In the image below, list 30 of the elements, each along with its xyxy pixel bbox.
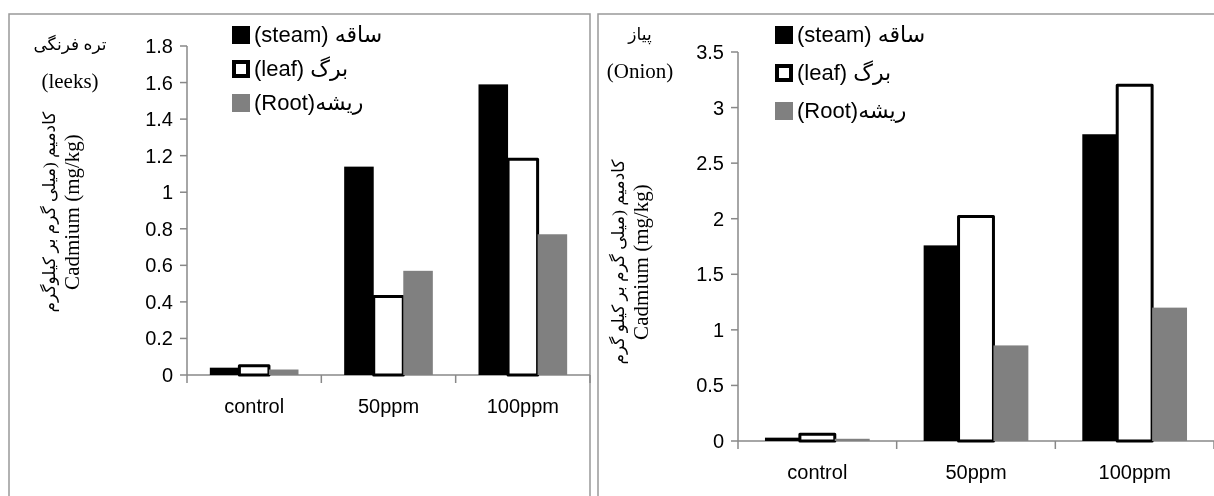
y-tick-label: 3.5	[696, 41, 724, 63]
y-tick-label: 0.4	[145, 290, 173, 313]
x-tick-label: control	[224, 395, 285, 417]
legend-label: (steam) ساقه	[797, 22, 926, 47]
y-tick-label: 1.4	[145, 108, 173, 131]
legend-label: (leaf) برگ	[797, 60, 892, 85]
y-tick-label: 0.8	[145, 217, 173, 240]
y-tick-label: 1	[161, 181, 173, 204]
y-tick-label: 1.2	[145, 144, 173, 167]
y-tick-label: 1	[712, 318, 724, 341]
y-tick-label: 0	[161, 364, 173, 386]
y-tick-label: 0.5	[696, 374, 724, 397]
x-tick-label: 100ppm	[1098, 461, 1171, 483]
y-tick-label: 0	[712, 430, 724, 452]
y-tick-label: 3	[712, 96, 724, 119]
x-tick-label: 50ppm	[357, 395, 420, 417]
legend-label: (Root)ریشه	[254, 90, 364, 115]
y-tick-label: 2	[712, 207, 724, 230]
y-tick-label: 2.5	[696, 152, 724, 175]
x-tick-label: 50ppm	[945, 461, 1007, 483]
legend-label: (leaf) برگ	[254, 56, 349, 81]
y-tick-label: 1.8	[145, 35, 173, 57]
x-tick-label: 100ppm	[486, 395, 559, 417]
y-tick-label: 1.5	[696, 263, 724, 286]
y-tick-label: 0.2	[145, 327, 173, 350]
y-tick-label: 0.6	[145, 254, 173, 277]
legend-label: (Root)ریشه	[797, 98, 907, 123]
legend-label: (steam) ساقه	[254, 22, 383, 47]
y-tick-label: 1.6	[145, 71, 173, 94]
x-tick-label: control	[787, 461, 848, 483]
